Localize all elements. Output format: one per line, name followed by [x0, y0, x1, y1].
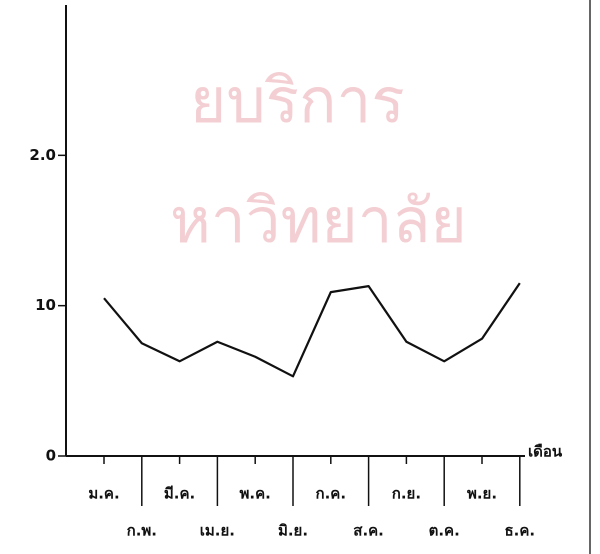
x-tick-label: ก.ย. [392, 485, 421, 503]
x-tick-label: ก.พ. [127, 522, 157, 540]
x-tick-label: ม.ค. [88, 485, 119, 503]
watermark: ยบริการ [190, 64, 405, 137]
x-tick-label: พ.ค. [240, 485, 271, 503]
x-axis-label: เดือน [528, 443, 563, 461]
x-tick-label: ส.ค. [353, 522, 384, 540]
x-tick-label: ธ.ค. [505, 522, 536, 540]
x-tick-label: เม.ย. [200, 522, 235, 540]
x-tick-label: ก.ค. [316, 485, 347, 503]
x-tick-label: พ.ย. [467, 485, 497, 503]
x-tick-label: มี.ค. [164, 485, 195, 503]
y-tick-label: 0 [46, 447, 56, 465]
x-tick-label: มิ.ย. [278, 522, 308, 540]
watermark: หาวิทยาลัย [170, 184, 467, 257]
data-line [103, 282, 521, 378]
y-tick-label: 2.0 [29, 146, 56, 164]
x-tick-label: ต.ค. [429, 522, 460, 540]
y-tick-label: 10 [35, 296, 56, 314]
